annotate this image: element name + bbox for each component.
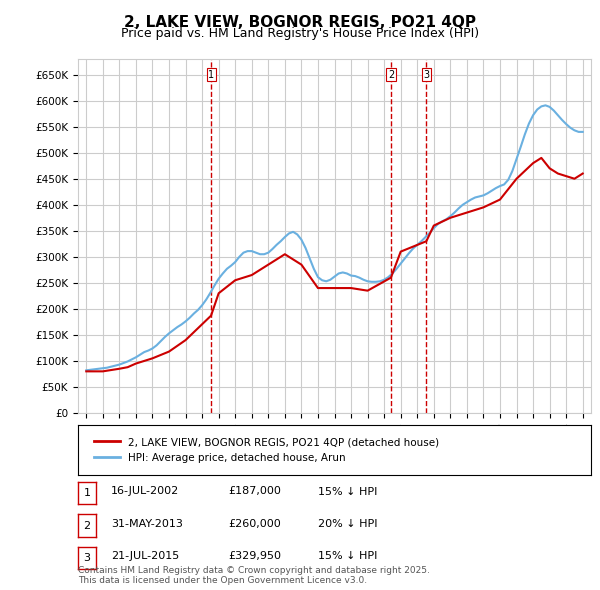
Text: Contains HM Land Registry data © Crown copyright and database right 2025.
This d: Contains HM Land Registry data © Crown c… [78,566,430,585]
Legend: 2, LAKE VIEW, BOGNOR REGIS, PO21 4QP (detached house), HPI: Average price, detac: 2, LAKE VIEW, BOGNOR REGIS, PO21 4QP (de… [88,432,444,468]
Text: £329,950: £329,950 [228,552,281,561]
Text: 3: 3 [423,70,430,80]
Text: 31-MAY-2013: 31-MAY-2013 [111,519,183,529]
Text: 2: 2 [83,521,91,530]
Text: £260,000: £260,000 [228,519,281,529]
Text: 2: 2 [388,70,394,80]
Text: 3: 3 [83,553,91,563]
Text: 1: 1 [208,70,214,80]
Text: 20% ↓ HPI: 20% ↓ HPI [318,519,377,529]
Text: Price paid vs. HM Land Registry's House Price Index (HPI): Price paid vs. HM Land Registry's House … [121,27,479,40]
Text: 1: 1 [83,489,91,498]
Text: 16-JUL-2002: 16-JUL-2002 [111,487,179,496]
Text: 21-JUL-2015: 21-JUL-2015 [111,552,179,561]
Text: 15% ↓ HPI: 15% ↓ HPI [318,487,377,496]
Text: £187,000: £187,000 [228,487,281,496]
Text: 2, LAKE VIEW, BOGNOR REGIS, PO21 4QP: 2, LAKE VIEW, BOGNOR REGIS, PO21 4QP [124,15,476,30]
Text: 15% ↓ HPI: 15% ↓ HPI [318,552,377,561]
